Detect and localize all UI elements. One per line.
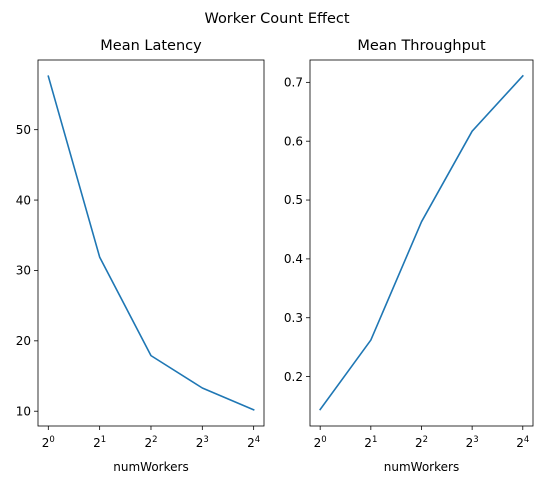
throughput-ytick-label: 0.4 [284,252,303,266]
throughput-xtick-label: 24 [516,435,529,450]
figure-suptitle: Worker Count Effect [204,11,349,27]
throughput-title: Mean Throughput [357,38,486,54]
throughput-ytick-label: 0.3 [284,311,303,325]
xtick-base: 2 [516,436,524,450]
xtick-base: 2 [93,436,101,450]
xtick-exponent: 1 [372,435,377,445]
xtick-exponent: 2 [423,435,428,445]
xtick-base: 2 [364,436,372,450]
latency-axes-frame [37,59,265,427]
xtick-exponent: 2 [152,435,157,445]
xtick-base: 2 [247,436,255,450]
xtick-exponent: 4 [255,435,260,445]
xtick-exponent: 3 [473,435,478,445]
xtick-exponent: 0 [49,435,54,445]
latency-xtick-label: 21 [93,435,106,450]
throughput-ytick-label: 0.6 [284,134,303,148]
xtick-base: 2 [144,436,152,450]
latency-ytick-label: 20 [16,334,31,348]
latency-ytick-label: 10 [16,404,31,418]
latency-ytick-label: 50 [16,123,31,137]
throughput-series-line [319,74,524,411]
throughput-xtick-label: 23 [466,435,479,450]
throughput-ytick-label: 0.2 [284,370,303,384]
xtick-base: 2 [314,436,322,450]
xtick-exponent: 0 [321,435,326,445]
throughput-axes-frame [309,59,534,427]
throughput-xtick-label: 20 [314,435,327,450]
throughput-xtick-label: 22 [415,435,428,450]
throughput-xlabel: numWorkers [384,460,459,474]
xtick-base: 2 [415,436,423,450]
throughput-ytick-label: 0.5 [284,193,303,207]
latency-series-line [47,75,255,411]
xtick-exponent: 4 [524,435,529,445]
xtick-exponent: 3 [203,435,208,445]
xtick-base: 2 [42,436,50,450]
latency-xtick-label: 24 [247,435,260,450]
xtick-exponent: 1 [101,435,106,445]
xtick-base: 2 [466,436,474,450]
latency-ytick-label: 30 [16,264,31,278]
latency-xlabel: numWorkers [113,460,188,474]
throughput-xtick-label: 21 [364,435,377,450]
latency-ytick-label: 40 [16,193,31,207]
latency-xtick-label: 23 [196,435,209,450]
xtick-base: 2 [196,436,204,450]
latency-xtick-label: 22 [144,435,157,450]
throughput-ytick-label: 0.7 [284,76,303,90]
latency-title: Mean Latency [100,38,202,54]
latency-xtick-label: 20 [42,435,55,450]
